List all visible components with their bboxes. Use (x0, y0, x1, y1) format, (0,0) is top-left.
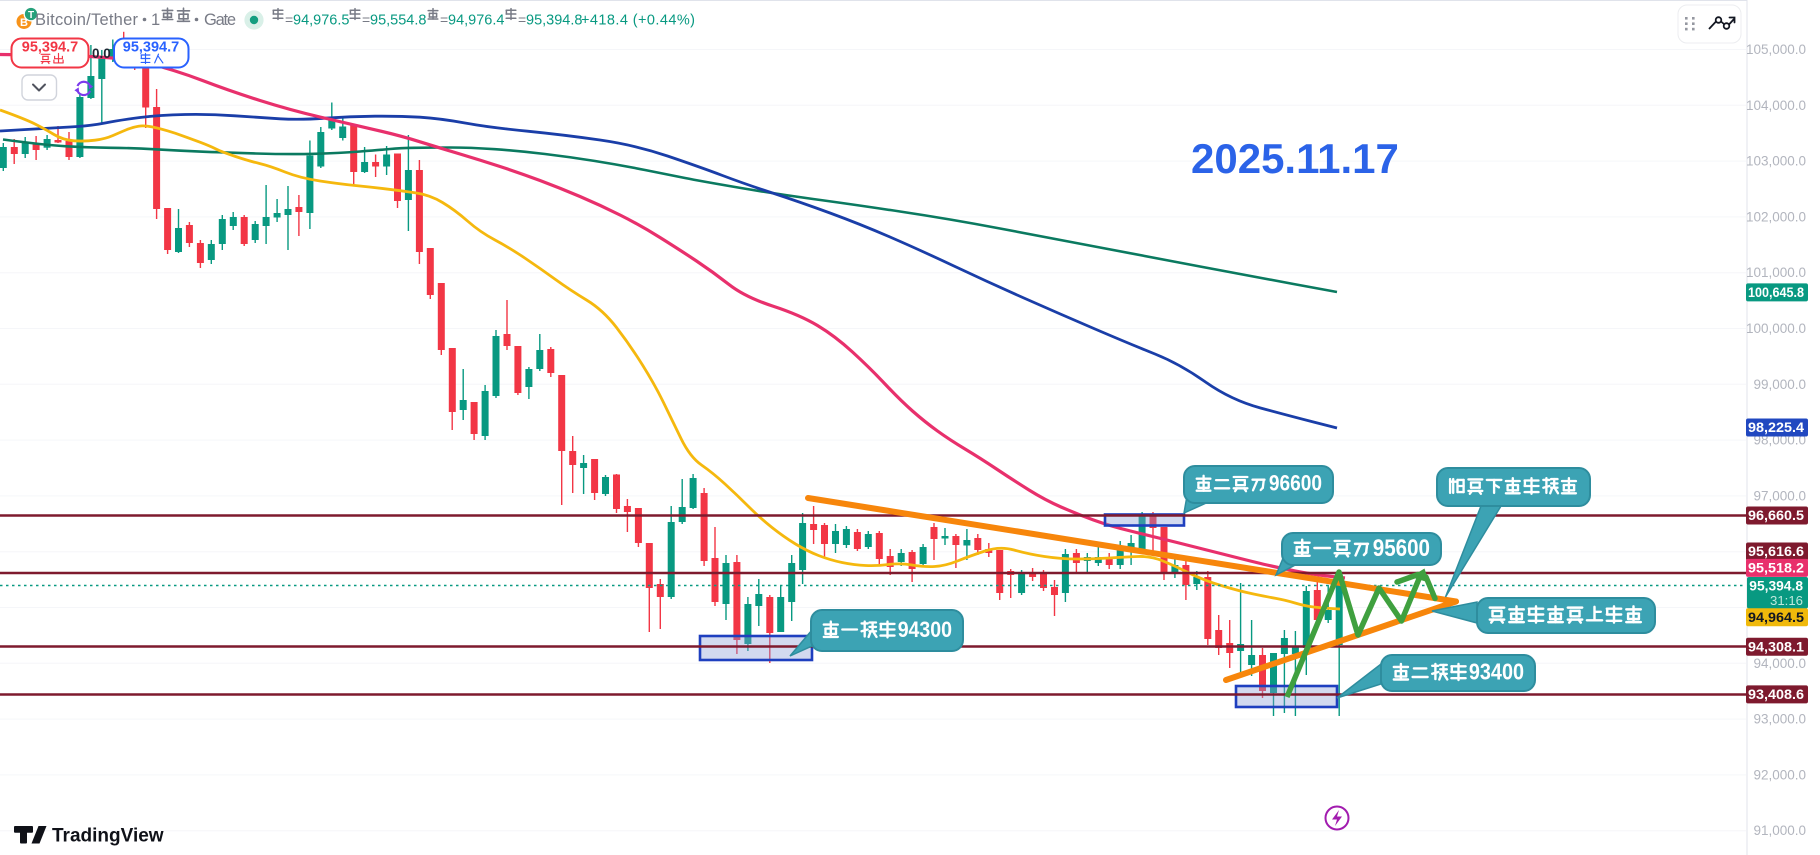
svg-text:99,000.0: 99,000.0 (1753, 377, 1806, 392)
svg-text:104,000.0: 104,000.0 (1746, 98, 1806, 113)
svg-text:94,976.4: 94,976.4 (448, 13, 504, 29)
svg-text:TradingView: TradingView (52, 826, 164, 847)
svg-text:=: = (518, 12, 526, 28)
svg-text:94,964.5: 94,964.5 (1748, 610, 1805, 625)
svg-text:95,394.8: 95,394.8 (1749, 579, 1803, 594)
svg-text:91,000.0: 91,000.0 (1753, 823, 1806, 838)
svg-text:94,976.5: 94,976.5 (293, 13, 349, 29)
svg-text:92,000.0: 92,000.0 (1753, 767, 1806, 782)
svg-text:101,000.0: 101,000.0 (1746, 265, 1806, 280)
svg-text:95,394.7: 95,394.7 (22, 40, 78, 56)
svg-text:93,408.6: 93,408.6 (1748, 687, 1805, 702)
svg-text:94,308.1: 94,308.1 (1748, 639, 1805, 654)
svg-text:=: = (362, 12, 370, 28)
svg-text:93,000.0: 93,000.0 (1753, 712, 1806, 727)
svg-text:105,000.0: 105,000.0 (1746, 42, 1806, 57)
svg-text:98,225.4: 98,225.4 (1748, 420, 1805, 435)
svg-text:95,554.8: 95,554.8 (370, 13, 426, 29)
svg-text:93400: 93400 (1469, 659, 1524, 685)
svg-text:95,394.8: 95,394.8 (526, 13, 582, 29)
svg-text:1: 1 (151, 11, 160, 29)
svg-text:B: B (20, 17, 28, 29)
svg-text:Bitcoin/Tether: Bitcoin/Tether (35, 11, 139, 29)
svg-text:96,660.5: 96,660.5 (1748, 508, 1805, 523)
svg-text:=: = (285, 12, 293, 28)
svg-text:95,518.2: 95,518.2 (1748, 561, 1804, 576)
svg-text:100,000.0: 100,000.0 (1746, 321, 1806, 336)
svg-text:94,000.0: 94,000.0 (1753, 656, 1806, 671)
svg-text:94300: 94300 (898, 617, 952, 642)
svg-text:+418.4 (+0.44%): +418.4 (+0.44%) (581, 13, 695, 29)
svg-text:95,616.6: 95,616.6 (1748, 544, 1805, 559)
svg-text:=: = (440, 12, 448, 28)
svg-text:100,645.8: 100,645.8 (1748, 285, 1804, 300)
svg-text:31:16: 31:16 (1770, 593, 1803, 608)
svg-text:103,000.0: 103,000.0 (1746, 154, 1806, 169)
svg-text:96600: 96600 (1269, 471, 1322, 496)
svg-text:102,000.0: 102,000.0 (1746, 209, 1806, 224)
svg-text:0.0: 0.0 (92, 46, 111, 61)
svg-text:95600: 95600 (1373, 536, 1430, 562)
svg-text:2025.11.17: 2025.11.17 (1191, 135, 1399, 182)
svg-text:Gate: Gate (204, 11, 236, 29)
svg-text:97,000.0: 97,000.0 (1753, 488, 1806, 503)
svg-text:95,394.7: 95,394.7 (123, 40, 179, 56)
svg-text:T: T (28, 10, 34, 21)
